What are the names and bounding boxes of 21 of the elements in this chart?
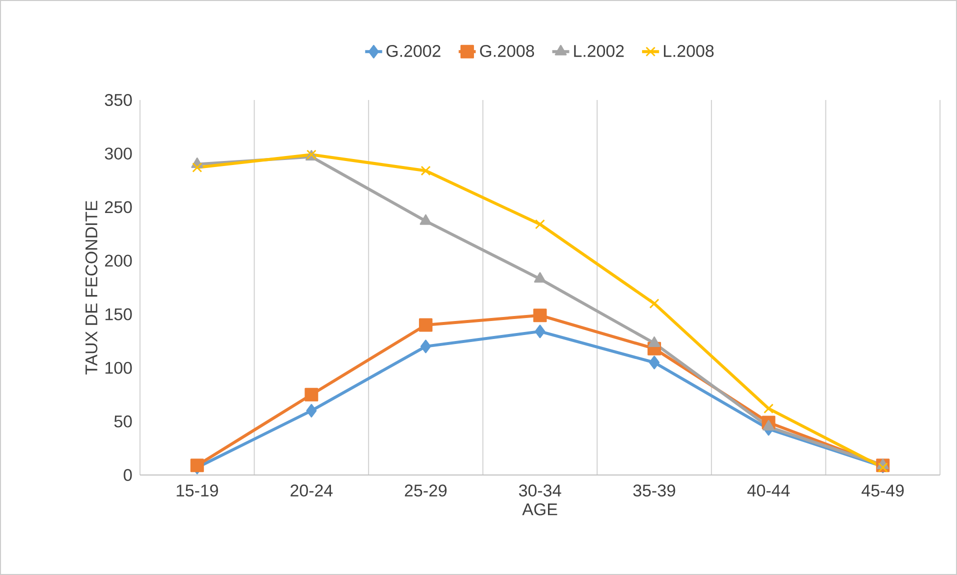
legend-label: L.2002 <box>574 44 624 57</box>
y-axis-title: TAUX DE FECONDITE <box>85 200 98 374</box>
x-tick-label: 30-34 <box>518 484 562 497</box>
x-tick-label: 25-29 <box>404 484 447 497</box>
x-tick-label: 15-19 <box>176 484 218 497</box>
x-tick-label: 40-44 <box>747 484 790 497</box>
legend-label: L.2008 <box>664 44 714 57</box>
x-tick-label: 35-39 <box>633 484 676 497</box>
y-tick-label: 250 <box>105 201 132 214</box>
y-tick-label: 100 <box>106 362 132 374</box>
legend-label: G.2002 <box>386 44 440 57</box>
y-tick-label: 150 <box>106 308 132 320</box>
y-tick-label: 350 <box>104 94 132 106</box>
x-tick-label: 20-24 <box>290 484 333 497</box>
y-tick-label: 300 <box>104 148 132 160</box>
x-tick-label: 45-49 <box>862 484 904 497</box>
x-axis-title: AGE <box>522 503 558 516</box>
y-tick-label: 50 <box>114 415 132 428</box>
legend-label: G.2008 <box>480 44 534 57</box>
y-tick-label: 200 <box>105 254 132 267</box>
y-tick-label: 0 <box>124 469 132 481</box>
